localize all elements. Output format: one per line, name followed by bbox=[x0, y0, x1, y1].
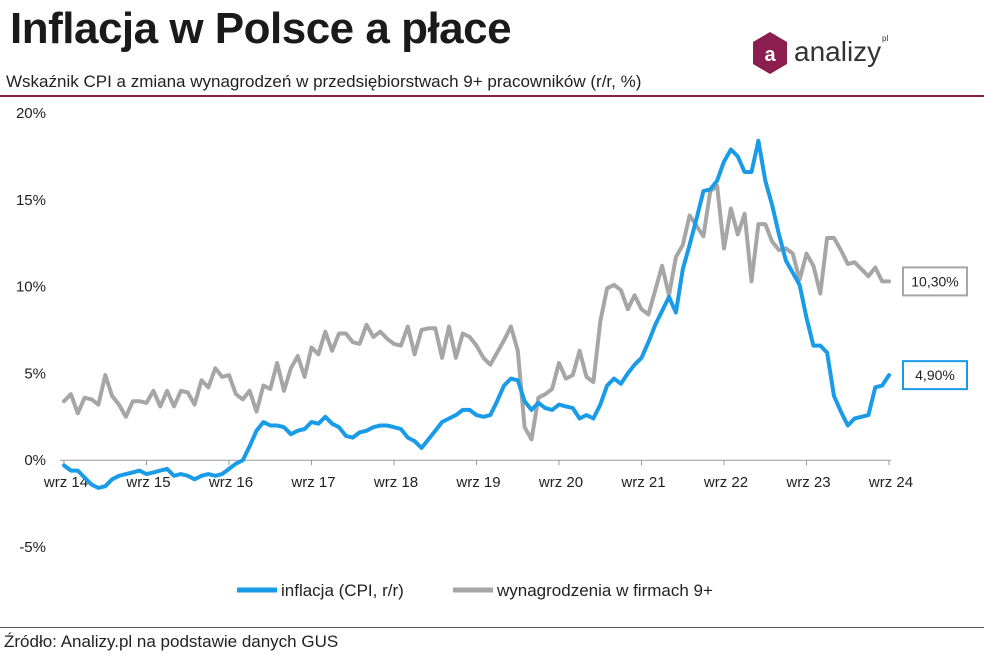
series-layer bbox=[62, 138, 891, 490]
x-tick-label: wrz 24 bbox=[868, 474, 913, 491]
x-tick-label: wrz 20 bbox=[538, 474, 583, 491]
inflation-series-line bbox=[62, 138, 891, 490]
y-axis: 20% 15% 10% 5% 0% -5% bbox=[16, 105, 46, 556]
wages-end-label: 10,30% bbox=[911, 273, 958, 289]
y-tick-label: 10% bbox=[16, 279, 46, 296]
header-divider bbox=[0, 95, 984, 97]
logo-sup: pl bbox=[882, 34, 889, 43]
inflation-end-label-box bbox=[902, 360, 968, 391]
wages-series-line bbox=[62, 183, 891, 442]
x-tick-label: wrz 17 bbox=[290, 474, 335, 491]
x-tick-label: wrz 15 bbox=[125, 474, 170, 491]
x-tick-label: wrz 18 bbox=[373, 474, 418, 491]
logo-text: analizy bbox=[794, 36, 882, 67]
legend: inflacja (CPI, r/r) wynagrodzenia w firma… bbox=[237, 581, 713, 600]
source-note: Źródło: Analizy.pl na podstawie danych G… bbox=[4, 632, 339, 651]
y-tick-label: 20% bbox=[16, 105, 46, 122]
chart-subtitle: Wskaźnik CPI a zmiana wynagrodzeń w prze… bbox=[6, 72, 642, 91]
line-chart: 20%15%10%5%0%-5% wrz 14 wrz 15 wrz 16 wrz 1… bbox=[16, 105, 968, 600]
end-labels: 4,90% 10,30% bbox=[902, 266, 968, 391]
x-tick-label: wrz 23 bbox=[785, 474, 830, 491]
x-tick-label: wrz 21 bbox=[620, 474, 665, 491]
x-tick-label: wrz 16 bbox=[208, 474, 253, 491]
y-tick-label: -5% bbox=[19, 539, 46, 556]
x-tick-label: wrz 22 bbox=[703, 474, 748, 491]
logo-hexagon-icon: a bbox=[753, 32, 787, 74]
wages-end-label-box bbox=[902, 266, 968, 297]
analizy-logo[interactable]: a analizy pl bbox=[750, 30, 950, 80]
legend-inflation-label: inflacja (CPI, r/r) bbox=[281, 581, 404, 600]
x-tick-label: wrz 14 bbox=[43, 474, 88, 491]
footer-divider bbox=[0, 627, 984, 628]
x-axis: wrz 14 wrz 15 wrz 16 wrz 17 wrz 18 wrz 19 wrz … bbox=[43, 459, 913, 491]
legend-wages-label: wynagrodzenia w firmach 9+ bbox=[496, 581, 713, 600]
logo-mark: a bbox=[764, 44, 776, 66]
y-tick-label: 5% bbox=[24, 365, 46, 382]
x-tick-label: wrz 19 bbox=[455, 474, 500, 491]
page-title: Inflacja w Polsce a płace bbox=[10, 4, 512, 53]
y-tick-label: 15% bbox=[16, 192, 46, 209]
inflation-end-label: 4,90% bbox=[915, 367, 955, 383]
y-tick-label: 0% bbox=[24, 452, 46, 469]
